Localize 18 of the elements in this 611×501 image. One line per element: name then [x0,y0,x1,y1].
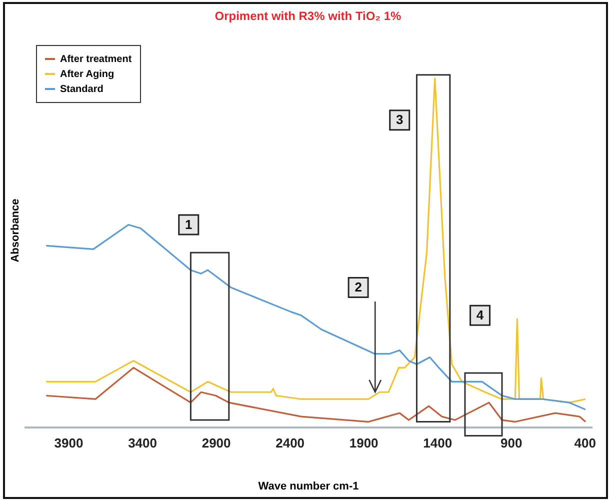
chart-title: Orpiment with R3% with TiO₂ 1% [214,9,402,23]
x-tick-label: 900 [500,436,522,450]
annotation: 4 [476,307,484,322]
annotation: 3 [396,112,404,128]
legend-label: Standard [60,84,104,95]
x-tick-label: 3900 [54,436,84,450]
x-tick-label: 1900 [349,436,378,450]
y-axis-title: Absorbance [10,198,22,262]
x-axis-title: Wave number cm-1 [258,480,359,492]
x-tick-label: 400 [574,436,596,450]
x-tick-label: 3400 [128,436,157,450]
annotation: 2 [354,280,362,295]
legend-label: After treatment [60,54,132,65]
annotation: 1 [185,216,192,232]
x-tick-label: 2400 [276,436,305,450]
x-tick-label: 2900 [202,436,231,450]
legend-label: After Aging [60,69,114,80]
x-tick-label: 1400 [423,436,452,450]
